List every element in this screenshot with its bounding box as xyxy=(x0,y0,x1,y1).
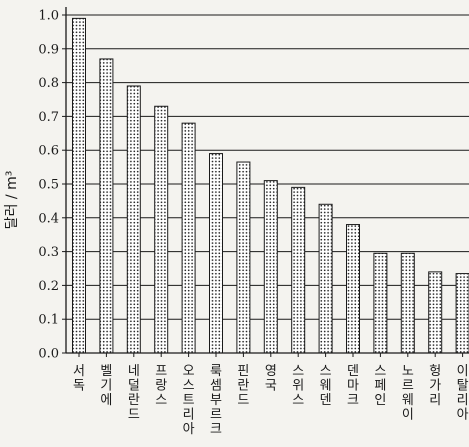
y-tick-label: 0.1 xyxy=(38,313,59,328)
bar xyxy=(210,154,223,353)
bar xyxy=(264,181,277,353)
bar xyxy=(456,274,469,353)
y-tick-label: 1.0 xyxy=(38,9,59,24)
y-tick-label: 0.9 xyxy=(38,42,59,57)
y-tick-label: 0.7 xyxy=(38,110,59,125)
bar xyxy=(182,123,195,353)
bar xyxy=(292,187,305,353)
bars xyxy=(73,18,469,353)
bar xyxy=(237,162,250,353)
bar xyxy=(429,272,442,353)
bar xyxy=(100,59,113,353)
bar xyxy=(374,253,387,353)
y-tick-label: 0.0 xyxy=(38,347,59,362)
y-tick-label: 0.4 xyxy=(38,211,59,226)
bar xyxy=(127,86,140,353)
y-tick-label: 0.5 xyxy=(38,178,59,193)
y-tick-label: 0.8 xyxy=(38,76,59,91)
bar xyxy=(319,204,332,353)
y-tick-labels: 0.0 0.1 0.2 0.3 0.4 0.5 0.6 0.7 0.8 0.9 1.0 xyxy=(38,9,59,362)
bar xyxy=(155,106,168,353)
bar xyxy=(401,253,414,353)
bar xyxy=(73,18,86,353)
y-axis-title: 달러 / m³ xyxy=(4,171,20,230)
bar xyxy=(347,225,360,353)
y-tick-label: 0.6 xyxy=(38,144,59,159)
y-tick-label: 0.3 xyxy=(38,245,59,260)
y-tick-label: 0.2 xyxy=(38,279,59,294)
